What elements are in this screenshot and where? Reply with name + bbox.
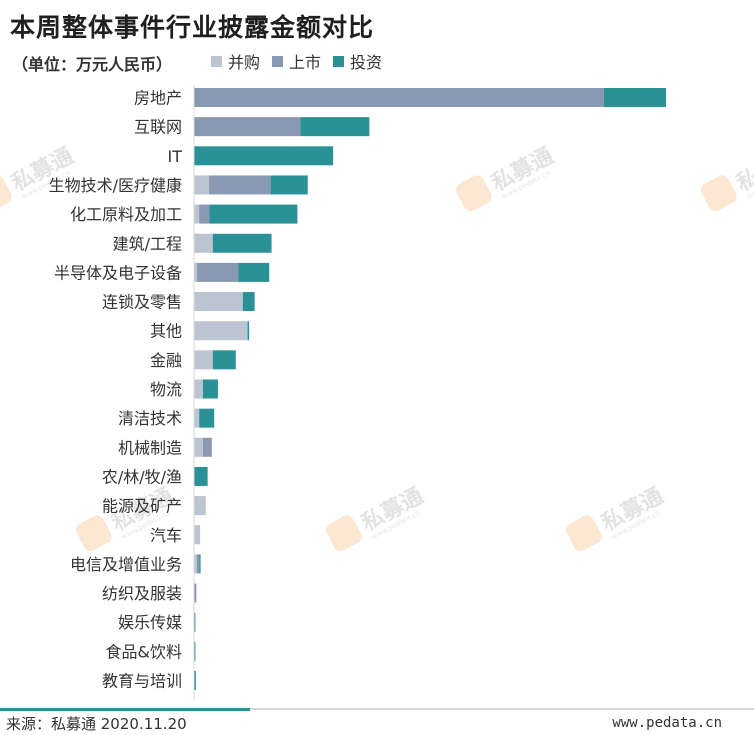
footer-divider (0, 708, 754, 710)
bar-segment-investment (202, 379, 218, 399)
bar-segment-merger (194, 379, 203, 399)
bar-segment-ipo (194, 117, 301, 137)
category-label: 半导体及电子设备 (54, 263, 182, 282)
category-label: 房地产 (134, 89, 182, 108)
bar-segment-investment (300, 117, 370, 137)
bar-segment-investment (194, 671, 196, 690)
bar-segment-merger (194, 408, 200, 428)
watermark-logo-icon (455, 175, 492, 212)
bar-segment-merger (194, 525, 201, 545)
bar-segment-ipo (196, 554, 200, 574)
legend-swatch-investment (333, 55, 345, 67)
category-label: 互联网 (134, 118, 182, 137)
bar-segment-investment (212, 350, 236, 370)
category-label: 机械制造 (118, 438, 182, 457)
category-label: 化工原料及加工 (70, 205, 182, 224)
bar-segment-ipo (199, 204, 210, 224)
bar-segment-investment (194, 612, 196, 632)
bar-segment-investment (194, 146, 334, 166)
bar-segment-merger (194, 204, 200, 224)
bar-segment-merger (194, 292, 243, 312)
watermark-logo-icon (75, 515, 112, 552)
bar-segment-investment (247, 321, 249, 341)
category-label: IT (168, 147, 183, 166)
category-label: 金融 (150, 351, 182, 370)
bar-segment-ipo (209, 175, 271, 195)
category-label: 电信及增值业务 (70, 555, 182, 574)
bar-segment-investment (199, 554, 201, 574)
bars (194, 88, 666, 690)
category-label: 建筑/工程 (113, 234, 182, 253)
bar-segment-investment (238, 262, 270, 282)
category-label: 物流 (150, 380, 182, 399)
footer-accent-bar (0, 708, 250, 711)
bar-segment-merger (194, 321, 248, 341)
bar-segment-merger (194, 554, 197, 574)
category-label: 生物技术/医疗健康 (49, 176, 182, 195)
source-text: 来源：私募通 2020.11.20 (6, 715, 187, 733)
legend-label-merger: 并购 (228, 53, 261, 72)
category-label: 清洁技术 (118, 409, 182, 428)
category-label: 娱乐传媒 (118, 613, 182, 632)
unit-label: （单位：万元人民币） (12, 55, 173, 74)
bar-segment-ipo (196, 262, 239, 282)
bar-segment-merger (194, 350, 213, 370)
bar-segment-investment (194, 641, 196, 661)
watermark-logo-icon (325, 515, 362, 552)
watermark-text: 私募通 (733, 144, 754, 197)
bar-segment-merger (194, 262, 197, 282)
legend-item-ipo: 上市 (272, 49, 321, 73)
category-label: 汽车 (150, 526, 182, 545)
bar-segment-merger (194, 175, 210, 195)
category-label: 纺织及服装 (102, 584, 182, 603)
legend-label-ipo: 上市 (289, 53, 322, 72)
category-label: 其他 (150, 322, 182, 341)
site-url: www.pedata.cn (612, 715, 722, 731)
legend-item-merger: 并购 (211, 49, 260, 73)
bar-segment-ipo (202, 437, 212, 457)
category-label: 能源及矿产 (102, 497, 182, 516)
watermark-logo-icon (700, 175, 737, 212)
category-label: 农/林/牧/渔 (102, 467, 182, 486)
legend-item-investment: 投资 (333, 49, 382, 73)
bar-segment-ipo (194, 583, 197, 603)
legend-swatch-merger (211, 55, 222, 67)
bar-segment-investment (209, 204, 298, 224)
bar-segment-investment (194, 466, 208, 486)
bar-segment-investment (270, 175, 308, 195)
category-label: 连锁及零售 (102, 293, 182, 312)
category-label: 教育与培训 (102, 672, 182, 691)
category-label: 食品&饮料 (106, 642, 182, 661)
bar-segment-merger (194, 233, 213, 253)
legend-swatch-ipo (272, 55, 284, 67)
bar-segment-investment (242, 292, 255, 312)
bar-segment-ipo (194, 88, 604, 107)
watermark-logo-icon (565, 515, 602, 552)
watermark-logo-icon (0, 175, 12, 212)
bar-segment-merger (194, 437, 203, 457)
bar-segment-merger (194, 496, 206, 516)
legend-label-investment: 投资 (350, 53, 383, 72)
bar-segment-investment (199, 408, 215, 428)
bar-segment-investment (212, 233, 272, 253)
chart-title: 本周整体事件行业披露金额对比 (10, 13, 375, 42)
bar-segment-investment (603, 88, 666, 107)
legend: 并购 上市 投资 (211, 49, 394, 73)
